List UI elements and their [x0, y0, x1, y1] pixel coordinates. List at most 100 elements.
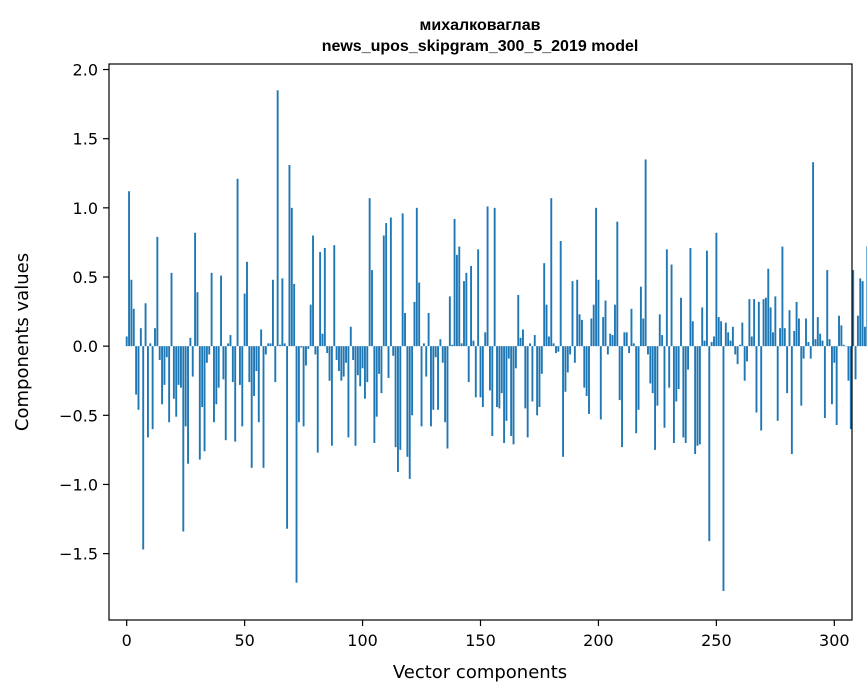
bar	[819, 333, 822, 347]
bar	[293, 283, 296, 347]
bar	[595, 207, 598, 347]
bar	[826, 270, 829, 347]
bar	[573, 346, 576, 363]
bar	[276, 90, 279, 347]
bar	[387, 346, 390, 378]
bar	[790, 346, 793, 455]
bar	[576, 279, 579, 347]
bar	[290, 207, 293, 347]
bar	[781, 246, 784, 347]
bar	[658, 314, 661, 347]
bar	[757, 301, 760, 347]
bar	[366, 346, 369, 383]
bar	[165, 346, 168, 358]
bar	[736, 346, 739, 365]
bar	[175, 346, 178, 417]
bar	[786, 346, 789, 394]
bar	[524, 346, 527, 409]
bar	[460, 343, 463, 347]
bar	[215, 346, 218, 405]
y-tick-label: 1.5	[73, 130, 98, 149]
bar	[222, 346, 225, 380]
bar	[194, 232, 197, 347]
bar	[821, 340, 824, 347]
bar	[543, 263, 546, 347]
bar	[814, 339, 817, 347]
bar	[722, 346, 725, 591]
bar	[694, 346, 697, 455]
bar	[503, 346, 506, 443]
bar	[540, 346, 543, 374]
bar	[644, 159, 647, 347]
bar	[717, 317, 720, 347]
bar	[264, 346, 267, 355]
bar	[597, 279, 600, 347]
bar	[406, 346, 409, 457]
bar	[142, 346, 145, 550]
bar	[621, 346, 623, 448]
bar	[585, 346, 588, 396]
bar	[788, 310, 791, 347]
bar	[774, 296, 777, 347]
bar	[769, 307, 772, 347]
bar	[849, 346, 852, 430]
bar	[517, 294, 520, 347]
bar	[446, 346, 449, 449]
bar	[130, 279, 133, 347]
bar	[564, 346, 567, 392]
bar	[491, 346, 494, 437]
bar	[708, 346, 711, 542]
bar	[213, 346, 215, 423]
bar	[451, 344, 454, 347]
bar	[750, 336, 753, 347]
bar	[196, 292, 199, 347]
bar	[762, 299, 765, 347]
bar	[776, 346, 779, 421]
bar	[614, 304, 616, 347]
bar	[609, 333, 612, 347]
bar	[210, 272, 213, 347]
bar	[373, 346, 376, 443]
bar	[500, 346, 503, 394]
bar	[602, 317, 605, 347]
bar	[715, 232, 718, 347]
bar	[347, 346, 350, 438]
bar	[604, 300, 607, 347]
bar	[569, 346, 572, 355]
bar	[342, 346, 345, 377]
bar	[224, 346, 227, 441]
bar	[562, 346, 564, 457]
bar	[852, 270, 855, 347]
bar	[484, 332, 487, 347]
bar	[137, 346, 140, 410]
x-axis: 0 50 100 150 200 250 300	[122, 620, 850, 650]
bar	[330, 346, 333, 446]
bar	[128, 191, 130, 347]
bar	[359, 346, 362, 387]
bar	[250, 346, 253, 468]
bar	[623, 332, 626, 347]
bar	[578, 314, 581, 347]
bar	[307, 346, 310, 349]
bar	[592, 304, 595, 347]
bar	[217, 346, 220, 388]
bar	[840, 325, 843, 347]
bar	[488, 346, 491, 391]
bar	[649, 346, 652, 384]
bar	[779, 328, 782, 347]
bar	[656, 346, 659, 406]
bar	[654, 346, 656, 450]
x-tick-label: 150	[465, 631, 496, 650]
bar	[238, 346, 241, 385]
bar	[149, 343, 152, 347]
bar	[842, 344, 845, 347]
bar	[408, 346, 411, 479]
bar	[670, 264, 673, 347]
bar	[838, 315, 840, 347]
bar	[566, 346, 569, 373]
bar	[571, 281, 574, 347]
bar	[599, 346, 602, 420]
bar	[665, 249, 668, 347]
bar	[691, 321, 694, 347]
bar	[538, 346, 541, 408]
